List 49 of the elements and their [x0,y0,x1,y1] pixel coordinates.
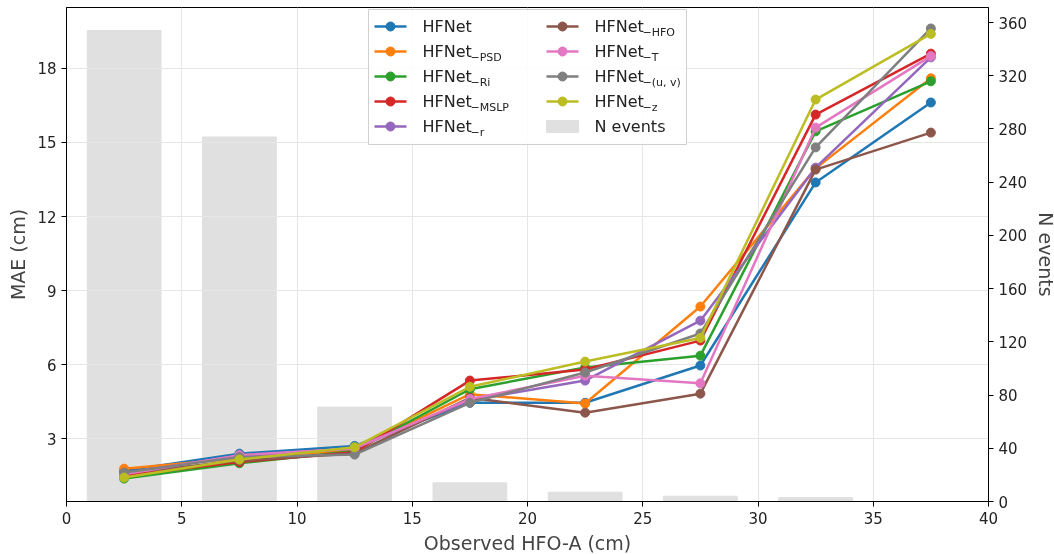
y2-tick-label: 80 [998,387,1018,406]
point [925,97,936,108]
point [580,356,591,367]
y2-tick-label: 0 [998,493,1009,512]
y2-tick-label: 120 [998,333,1028,352]
y-tick-label: 9 [46,282,57,301]
x-tick-label: 5 [176,509,187,528]
y-tick-label: 15 [37,134,57,153]
legend-label: N events [594,117,666,136]
y2-tick-label: 280 [998,120,1028,139]
x-tick-label: 35 [863,509,883,528]
bar [778,497,854,502]
y-tick-label: 18 [37,60,57,79]
y-tick-label: 3 [46,430,57,449]
point [695,301,706,312]
x-tick-label: 20 [517,509,538,528]
point [810,177,821,188]
point [810,142,821,153]
y2-tick-label: 160 [998,280,1028,299]
legend-label: HFNet [422,17,472,36]
y2-tick-label: 240 [998,174,1028,193]
x-tick-label: 0 [61,509,72,528]
x-axis-title: Observed HFO-A (cm) [423,531,632,554]
x-tick-label: 15 [402,509,422,528]
point [695,388,706,399]
point [810,109,821,120]
y2-tick-label: 200 [998,227,1028,246]
x-tick-label: 10 [287,509,307,528]
y2-tick-label: 360 [998,14,1028,33]
point [695,360,706,371]
bar [432,482,508,502]
y2-axis-title: N events [1035,212,1054,297]
point [695,378,706,389]
y-tick-label: 6 [46,356,57,375]
point [925,127,936,138]
y2-tick-label: 320 [998,67,1028,86]
y2-tick-label: 40 [998,440,1018,459]
point [695,350,706,361]
x-tick-label: 25 [633,509,653,528]
y-axis-title: MAE (cm) [7,208,30,301]
point [695,315,706,326]
y-tick-label: 12 [37,208,57,227]
bar [547,491,623,502]
point [810,122,821,133]
point [925,28,936,39]
x-tick-label: 40 [978,509,999,528]
point [580,407,591,418]
x-tick-label: 30 [748,509,768,528]
point [810,94,821,105]
